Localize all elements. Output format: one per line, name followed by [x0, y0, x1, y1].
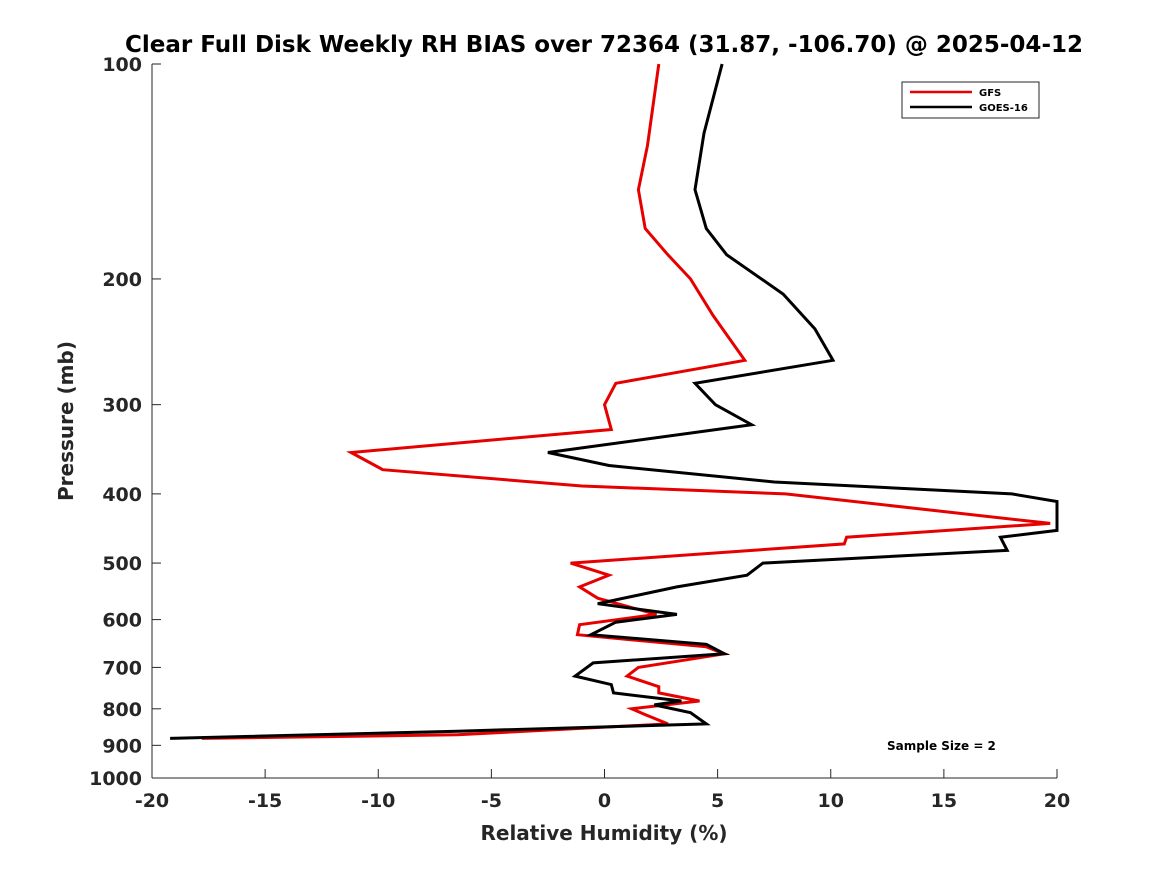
y-tick-label: 300 — [102, 395, 142, 417]
legend-label-goes16: GOES-16 — [979, 103, 1028, 114]
x-tick-label: 10 — [818, 790, 844, 812]
y-tick-label: 1000 — [89, 768, 142, 790]
x-tick-label: -15 — [248, 790, 282, 812]
x-tick-label: 0 — [598, 790, 611, 812]
y-axis-ticks: 100 200 300 400 500 600 700 800 900 1000 — [89, 54, 161, 790]
chart-title: Clear Full Disk Weekly RH BIAS over 7236… — [125, 32, 1083, 58]
sample-size-annotation: Sample Size = 2 — [887, 739, 996, 753]
y-tick-label: 700 — [102, 657, 142, 679]
legend-box — [901, 81, 1040, 119]
x-tick-label: 20 — [1044, 790, 1070, 812]
x-tick-label: -5 — [481, 790, 502, 812]
x-axis-ticks: -20 -15 -10 -5 0 5 10 15 20 — [135, 769, 1070, 812]
y-tick-label: 900 — [102, 735, 142, 757]
plot-area — [151, 63, 1059, 779]
y-tick-label: 800 — [102, 699, 142, 721]
x-tick-label: -20 — [135, 790, 169, 812]
y-tick-label: 500 — [102, 553, 142, 575]
x-tick-label: -10 — [361, 790, 395, 812]
x-axis-label: Relative Humidity (%) — [480, 821, 727, 845]
plot-frame — [152, 64, 1057, 778]
series-line-goes16 — [170, 63, 1059, 740]
y-axis-label: Pressure (mb) — [54, 341, 78, 501]
y-tick-label: 400 — [102, 484, 142, 506]
y-tick-label: 100 — [102, 54, 142, 76]
legend: GFS GOES-16 — [901, 81, 1040, 119]
legend-label-gfs: GFS — [979, 88, 1001, 99]
series-line-gfs — [201, 63, 1051, 740]
y-tick-label: 200 — [102, 269, 142, 291]
x-tick-label: 5 — [711, 790, 724, 812]
y-tick-label: 600 — [102, 610, 142, 632]
x-tick-label: 15 — [931, 790, 957, 812]
series-layer — [170, 63, 1059, 740]
